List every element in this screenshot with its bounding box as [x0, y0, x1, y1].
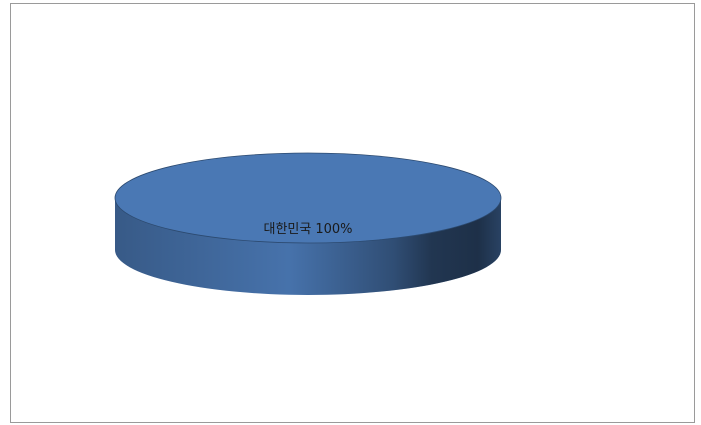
plot-area: 대한민국 100%	[114, 152, 502, 295]
pie-side-shade	[115, 198, 501, 295]
category-label: 대한민국	[263, 222, 311, 237]
pie-slice	[114, 152, 502, 244]
data-label: 대한민국 100%	[263, 222, 352, 237]
value-label: 100%	[315, 222, 352, 237]
